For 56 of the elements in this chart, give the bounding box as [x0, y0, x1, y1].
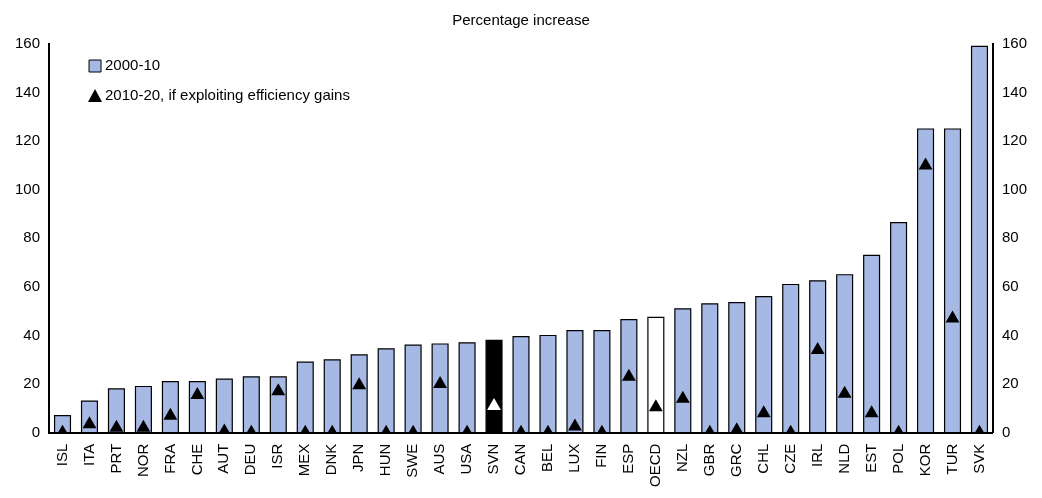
x-tick-label: NOR — [133, 443, 151, 478]
y-tick-label: 80 — [23, 228, 41, 246]
x-tick-label: POL — [888, 443, 906, 474]
y2-tick-label: 20 — [1001, 374, 1019, 392]
y2-tick-label: 0 — [1001, 422, 1011, 440]
x-tick-label: TUR — [942, 443, 960, 475]
y2-tick-label: 60 — [1001, 277, 1019, 295]
x-tick-label: MEX — [295, 443, 313, 477]
x-tick-label: HUN — [376, 443, 394, 477]
y2-tick-label: 120 — [1001, 131, 1027, 149]
y-tick-label: 120 — [15, 131, 41, 149]
y-tick-label: 60 — [23, 277, 41, 295]
x-tick-label: IRL — [807, 443, 825, 468]
x-tick-label: BEL — [538, 443, 556, 473]
x-tick-label: DEU — [241, 443, 259, 476]
x-tick-label: AUS — [430, 443, 448, 475]
x-tick-label: NZL — [672, 443, 690, 473]
x-tick-label: ITA — [79, 443, 97, 466]
x-tick-label: USA — [457, 443, 475, 475]
y-tick-label: 0 — [31, 422, 41, 440]
x-tick-label: PRT — [106, 443, 124, 474]
x-tick-label: DNK — [322, 443, 340, 476]
legend-label: 2010-20, if exploiting efficiency gains — [105, 86, 350, 104]
x-tick-label: NLD — [834, 443, 852, 474]
y2-tick-label: 160 — [1001, 34, 1027, 52]
x-tick-label: SVK — [969, 443, 987, 474]
x-tick-label: ISR — [268, 443, 286, 469]
x-tick-label: SWE — [403, 443, 421, 478]
x-tick-label: CZE — [780, 443, 798, 474]
y-tick-label: 20 — [23, 374, 41, 392]
y2-tick-label: 100 — [1001, 179, 1027, 197]
x-tick-label: GRC — [726, 443, 744, 478]
x-tick-label: EST — [861, 443, 879, 473]
chart-title: Percentage increase — [452, 11, 590, 29]
y-tick-label: 160 — [15, 34, 41, 52]
x-tick-label: CHL — [753, 443, 771, 474]
x-tick-label: LUX — [565, 443, 583, 473]
x-tick-label: FIN — [592, 443, 610, 468]
y-tick-label: 40 — [23, 325, 41, 343]
y2-tick-label: 80 — [1001, 228, 1019, 246]
y2-tick-label: 140 — [1001, 82, 1027, 100]
x-tick-label: ESP — [619, 443, 637, 474]
x-tick-label: JPN — [349, 443, 367, 473]
x-tick-label: CHE — [187, 443, 205, 476]
x-tick-label: SVN — [484, 443, 502, 475]
x-tick-label: ISL — [52, 443, 70, 467]
x-tick-label: CAN — [511, 443, 529, 476]
y-tick-label: 140 — [15, 82, 41, 100]
x-tick-label: KOR — [915, 443, 933, 477]
x-tick-label: FRA — [160, 443, 178, 474]
x-tick-label: OECD — [645, 443, 663, 488]
y2-tick-label: 40 — [1001, 325, 1019, 343]
y-tick-label: 100 — [15, 179, 41, 197]
x-tick-label: AUT — [214, 443, 232, 474]
legend-label: 2000-10 — [105, 56, 161, 74]
x-tick-label: GBR — [699, 443, 717, 477]
